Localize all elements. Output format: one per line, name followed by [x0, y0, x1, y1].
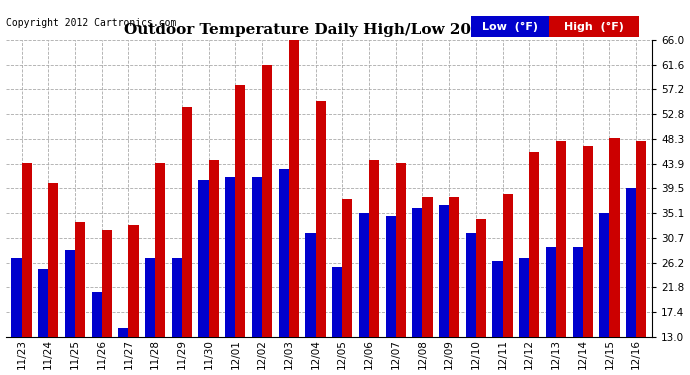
FancyBboxPatch shape: [471, 16, 549, 37]
Bar: [315, 102, 326, 375]
Bar: [235, 85, 246, 375]
Bar: [199, 180, 208, 375]
Bar: [208, 160, 219, 375]
Bar: [546, 247, 556, 375]
Bar: [609, 138, 620, 375]
Bar: [289, 40, 299, 375]
Bar: [252, 177, 262, 375]
FancyBboxPatch shape: [549, 16, 639, 37]
Bar: [118, 328, 128, 375]
Bar: [65, 250, 75, 375]
Bar: [262, 65, 273, 375]
Title: Outdoor Temperature Daily High/Low 20121217: Outdoor Temperature Daily High/Low 20121…: [124, 23, 534, 38]
Bar: [75, 222, 85, 375]
Bar: [38, 270, 48, 375]
Bar: [101, 230, 112, 375]
Bar: [359, 213, 369, 375]
Bar: [626, 188, 636, 375]
Bar: [573, 247, 582, 375]
Bar: [145, 258, 155, 375]
Bar: [172, 258, 182, 375]
Bar: [21, 163, 32, 375]
Bar: [529, 152, 540, 375]
Bar: [466, 233, 476, 375]
Bar: [502, 194, 513, 375]
Bar: [369, 160, 379, 375]
Bar: [48, 183, 59, 375]
Bar: [519, 258, 529, 375]
Bar: [342, 200, 353, 375]
Bar: [582, 146, 593, 375]
Bar: [556, 141, 566, 375]
Bar: [92, 292, 101, 375]
Bar: [225, 177, 235, 375]
Bar: [386, 216, 395, 375]
Bar: [155, 163, 166, 375]
Bar: [636, 141, 647, 375]
Text: Low  (°F): Low (°F): [482, 21, 538, 32]
Bar: [599, 213, 609, 375]
Bar: [493, 261, 502, 375]
Bar: [395, 163, 406, 375]
Bar: [12, 258, 21, 375]
Bar: [182, 107, 192, 375]
Bar: [476, 219, 486, 375]
Bar: [449, 196, 460, 375]
Bar: [412, 208, 422, 375]
Bar: [306, 233, 315, 375]
Text: High  (°F): High (°F): [564, 21, 624, 32]
Bar: [279, 169, 289, 375]
Text: Copyright 2012 Cartronics.com: Copyright 2012 Cartronics.com: [6, 18, 176, 28]
Bar: [128, 225, 139, 375]
Bar: [332, 267, 342, 375]
Bar: [439, 205, 449, 375]
Bar: [422, 196, 433, 375]
